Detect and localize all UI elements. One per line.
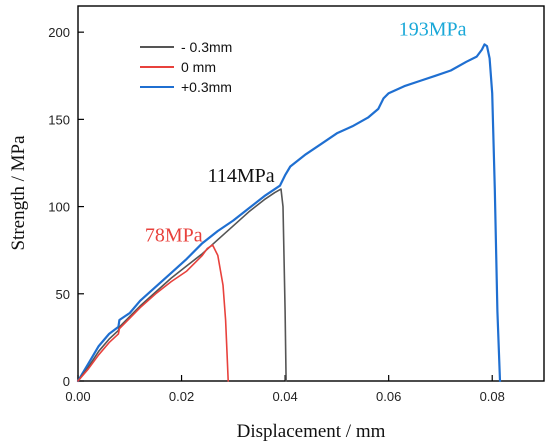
x-tick-label: 0.02: [169, 389, 194, 404]
x-axis-ticks: 0.00 0.02 0.04 0.06 0.08: [65, 375, 505, 404]
x-tick-label: 0.04: [272, 389, 297, 404]
series-line: [77, 188, 287, 382]
x-tick-label: 0.06: [376, 389, 401, 404]
peak-annotation: 193MPa: [399, 19, 467, 41]
y-tick-label: 50: [56, 287, 70, 302]
y-tick-label: 200: [48, 25, 70, 40]
series-line: [77, 244, 229, 382]
y-axis-ticks: 0 50 100 150 200: [48, 25, 84, 389]
series-layer: [76, 43, 502, 383]
peak-annotation: 114MPa: [208, 165, 275, 187]
annotations: 193MPa 114MPa 78MPa: [145, 19, 467, 247]
y-axis-title: Strength / MPa: [8, 135, 29, 251]
y-tick-label: 150: [48, 112, 70, 127]
x-tick-label: 0.08: [480, 389, 505, 404]
y-tick-label: 0: [63, 374, 70, 389]
legend-label: 0 mm: [181, 59, 216, 75]
plot-frame: [77, 5, 545, 382]
x-axis-title: Displacement / mm: [237, 421, 386, 442]
peak-annotation: 78MPa: [145, 224, 203, 246]
y-tick-label: 100: [48, 200, 70, 215]
legend-label: - 0.3mm: [181, 39, 232, 55]
legend: - 0.3mm 0 mm +0.3mm: [140, 39, 232, 95]
series-line: [76, 43, 502, 383]
x-tick-label: 0.00: [65, 389, 90, 404]
legend-label: +0.3mm: [181, 79, 232, 95]
